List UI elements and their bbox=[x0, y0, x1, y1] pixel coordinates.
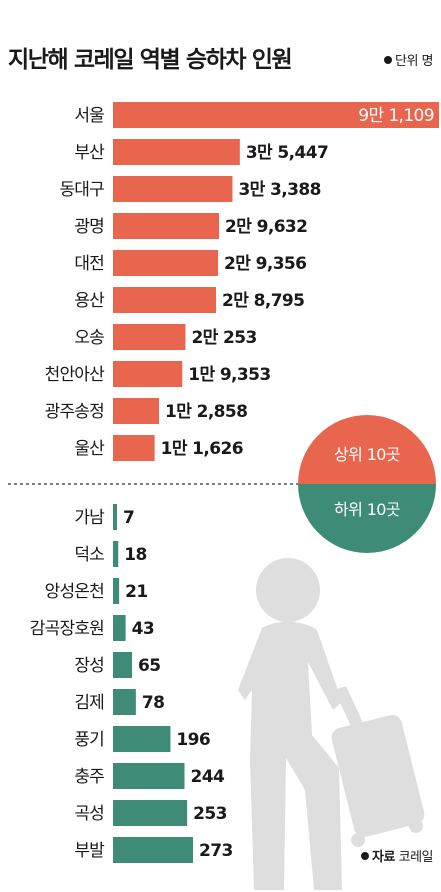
category-label: 감곡장호원 bbox=[30, 619, 104, 639]
source-label: 자료 bbox=[372, 850, 395, 865]
unit-text: 단위 명 bbox=[394, 54, 434, 69]
group-badge: 상위 10곳 하위 10곳 bbox=[298, 415, 436, 553]
bottom-bar bbox=[113, 615, 126, 641]
value-label: 2만 9,356 bbox=[224, 254, 306, 274]
value-label: 196 bbox=[176, 730, 210, 750]
value-label: 18 bbox=[124, 545, 146, 565]
bottom-group-label: 하위 10곳 bbox=[334, 500, 400, 519]
category-label: 광명 bbox=[74, 217, 104, 237]
category-label: 대전 bbox=[74, 254, 104, 274]
value-label: 2만 253 bbox=[191, 328, 256, 348]
top-bar bbox=[113, 139, 240, 165]
value-label: 3만 5,447 bbox=[246, 143, 328, 163]
bottom-bar bbox=[113, 652, 133, 678]
bottom-bar bbox=[113, 837, 193, 863]
category-label: 풍기 bbox=[74, 730, 104, 750]
bullet-icon bbox=[383, 56, 392, 64]
value-label: 244 bbox=[191, 767, 225, 787]
bottom-bar bbox=[113, 504, 117, 530]
value-label: 1만 2,858 bbox=[165, 402, 247, 422]
value-label: 1만 1,626 bbox=[161, 439, 243, 459]
category-label: 곡성 bbox=[74, 804, 104, 824]
category-label: 충주 bbox=[74, 767, 104, 787]
value-label: 253 bbox=[193, 804, 227, 824]
top-bar bbox=[113, 435, 155, 461]
category-label: 광주송정 bbox=[45, 402, 104, 422]
bottom-bar bbox=[113, 689, 136, 715]
bar-rows: 서울 9만 1,109 부산 3만 5,447 동대구 3만 3,388 광명 2만 9,63… bbox=[30, 102, 439, 863]
top-bar bbox=[113, 102, 439, 128]
value-label: 9만 1,109 bbox=[358, 106, 434, 126]
top-group-label: 상위 10곳 bbox=[334, 445, 400, 464]
bottom-bar bbox=[113, 763, 185, 789]
unit-note: 단위 명 bbox=[383, 50, 434, 69]
value-label: 21 bbox=[125, 582, 147, 602]
top-bar bbox=[113, 398, 160, 424]
top-bar bbox=[113, 361, 183, 387]
category-label: 동대구 bbox=[59, 180, 104, 200]
category-label: 오송 bbox=[74, 328, 104, 348]
value-label: 3만 3,388 bbox=[238, 180, 320, 200]
top-bar bbox=[113, 213, 220, 239]
value-label: 43 bbox=[132, 619, 154, 639]
top-bar bbox=[113, 176, 233, 202]
bottom-bar bbox=[113, 578, 120, 604]
source-name: 코레일 bbox=[398, 850, 434, 865]
category-label: 가남 bbox=[74, 508, 105, 528]
category-label: 천안아산 bbox=[45, 365, 106, 385]
value-label: 7 bbox=[123, 508, 134, 528]
value-label: 1만 9,353 bbox=[188, 365, 270, 385]
value-label: 2만 8,795 bbox=[222, 291, 304, 311]
traveler-with-suitcase-icon bbox=[238, 558, 425, 890]
top-bar bbox=[113, 250, 219, 276]
category-label: 서울 bbox=[74, 106, 104, 126]
value-label: 273 bbox=[199, 841, 233, 861]
category-label: 울산 bbox=[74, 439, 105, 459]
bullet-icon bbox=[361, 852, 370, 860]
value-label: 2만 9,632 bbox=[225, 217, 307, 237]
category-label: 덕소 bbox=[74, 545, 104, 565]
category-label: 김제 bbox=[74, 693, 104, 713]
bottom-bar bbox=[113, 800, 188, 826]
top-bar bbox=[113, 287, 217, 313]
top-bar bbox=[113, 324, 186, 350]
category-label: 부발 bbox=[74, 841, 105, 861]
value-label: 65 bbox=[138, 656, 160, 676]
source-note: 자료 코레일 bbox=[361, 846, 434, 865]
category-label: 앙성온천 bbox=[45, 582, 104, 602]
category-label: 용산 bbox=[74, 291, 105, 311]
page-title: 지난해 코레일 역별 승하차 인원 bbox=[8, 47, 293, 73]
bottom-bar bbox=[113, 541, 119, 567]
category-label: 부산 bbox=[74, 143, 105, 163]
bottom-bar bbox=[113, 726, 171, 752]
category-label: 장성 bbox=[74, 656, 104, 676]
value-label: 78 bbox=[142, 693, 164, 713]
